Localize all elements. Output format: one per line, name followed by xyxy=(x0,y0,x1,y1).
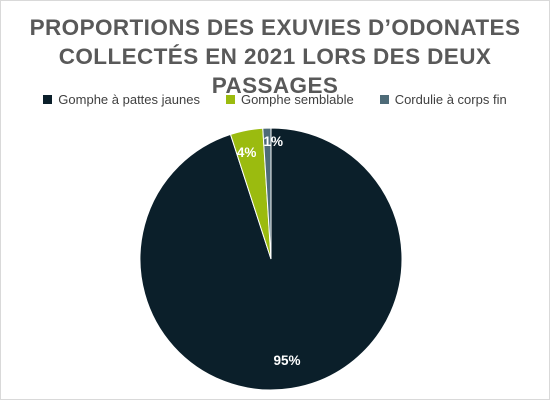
pie-slice-cordulie-corps-fin xyxy=(262,127,272,260)
legend-item-gomphe-a-pattes-jaunes: Gomphe à pattes jaunes xyxy=(43,92,200,107)
legend-swatch xyxy=(225,95,235,104)
legend-item-cordulie-a-corps-fin: Cordulie à corps fin xyxy=(379,92,507,107)
legend-label: Gomphe à pattes jaunes xyxy=(58,92,200,107)
slice-data-label: 1% xyxy=(264,134,284,149)
legend-label: Cordulie à corps fin xyxy=(394,92,507,107)
slice-data-label: 4% xyxy=(237,145,257,160)
legend-item-gomphe-semblable: Gomphe semblable xyxy=(225,92,354,107)
legend-swatch xyxy=(43,95,53,104)
chart-title-line-1: PROPORTIONS DES EXUVIES D’ODONATES xyxy=(29,15,521,40)
legend-swatch xyxy=(379,95,389,104)
chart-legend: Gomphe à pattes jaunes Gomphe semblable … xyxy=(1,92,549,107)
chart-title: PROPORTIONS DES EXUVIES D’ODONATES COLLE… xyxy=(1,13,549,100)
slice-data-label: 95% xyxy=(273,353,300,368)
chart-title-line-2: COLLECTÉS EN 2021 LORS DES DEUX PASSAGES xyxy=(58,44,492,98)
legend-label: Gomphe semblable xyxy=(240,92,354,107)
